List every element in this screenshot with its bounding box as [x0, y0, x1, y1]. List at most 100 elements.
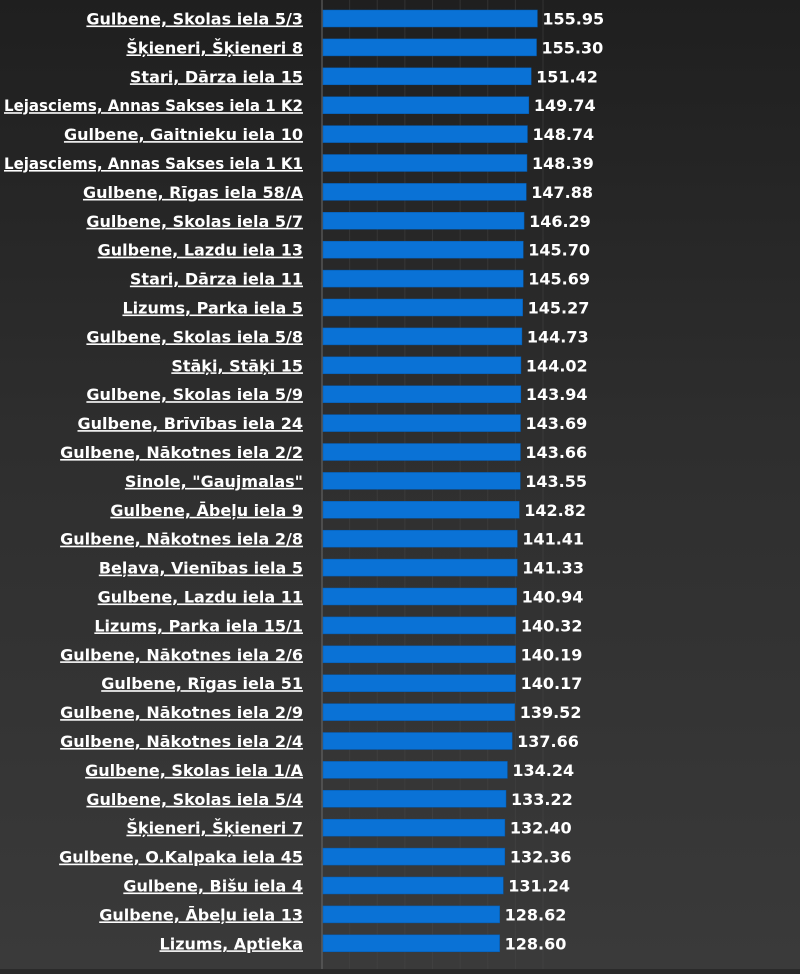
category-label: Stari, Dārza iela 15	[130, 67, 303, 86]
category-label: Lejasciems, Annas Sakses iela 1 K1	[4, 154, 303, 173]
category-label: Lizums, Aptieka	[160, 934, 303, 953]
value-label: 148.74	[532, 125, 594, 144]
bar	[322, 212, 525, 230]
category-label: Lizums, Parka iela 15/1	[94, 616, 303, 635]
category-label: Gulbene, Ābeļu iela 13	[99, 904, 303, 924]
bar	[322, 298, 523, 317]
value-label: 144.73	[527, 327, 589, 346]
category-label: Gulbene, Skolas iela 5/8	[86, 327, 303, 346]
value-label: 132.40	[510, 819, 572, 838]
value-label: 131.24	[508, 877, 570, 896]
bar	[322, 703, 515, 721]
bar	[322, 876, 504, 895]
bar	[322, 9, 538, 28]
bar	[322, 674, 516, 692]
value-label: 145.70	[528, 241, 590, 260]
bar	[322, 616, 517, 635]
bar	[322, 154, 528, 172]
category-label: Stari, Dārza iela 11	[130, 270, 303, 289]
bar	[322, 501, 520, 519]
category-label: Gulbene, Skolas iela 5/4	[86, 790, 303, 809]
category-label: Beļava, Vienības iela 5	[99, 559, 303, 578]
bar	[322, 38, 537, 57]
value-label: 134.24	[512, 761, 574, 780]
bar	[322, 587, 517, 606]
category-label: Gulbene, Nākotnes iela 2/2	[60, 443, 303, 462]
bar	[322, 732, 513, 750]
value-label: 143.55	[525, 472, 587, 491]
category-label: Lizums, Parka iela 5	[122, 299, 303, 318]
value-label: 155.30	[542, 38, 604, 57]
value-label: 140.32	[521, 616, 583, 635]
category-label: Gulbene, Nākotnes iela 2/4	[60, 732, 303, 751]
category-label: Gulbene, Skolas iela 1/A	[85, 761, 303, 780]
value-label: 149.74	[534, 96, 596, 115]
bar	[322, 385, 522, 403]
category-label: Šķieneri, Šķieneri 8	[126, 38, 303, 57]
value-label: 142.82	[524, 501, 586, 520]
bar	[322, 240, 524, 259]
bar	[322, 414, 521, 432]
value-label: 141.41	[522, 530, 584, 549]
value-label: 140.19	[521, 645, 583, 664]
category-label: Šķieneri, Šķieneri 7	[126, 819, 303, 838]
value-label: 144.02	[526, 356, 588, 375]
value-labels: 155.95 155.30 151.42 149.74 148.74 148.39 147.…	[505, 10, 605, 954]
bar	[322, 847, 506, 866]
bar	[322, 645, 516, 664]
value-label: 128.62	[505, 905, 567, 924]
bar	[322, 529, 518, 548]
category-label: Gulbene, Skolas iela 5/3	[86, 10, 303, 29]
bar	[322, 818, 506, 837]
value-label: 140.17	[521, 674, 583, 693]
bar	[322, 472, 521, 490]
category-label: Gulbene, Ābeļu iela 9	[110, 500, 303, 520]
value-label: 143.69	[525, 414, 587, 433]
category-label: Gulbene, Nākotnes iela 2/8	[60, 530, 303, 549]
category-label: Gulbene, Lazdu iela 11	[98, 588, 303, 607]
bar	[322, 183, 527, 201]
bar	[322, 356, 522, 375]
category-label: Gulbene, Lazdu iela 13	[98, 241, 303, 260]
value-label: 145.27	[528, 299, 590, 318]
category-label: Lejasciems, Annas Sakses iela 1 K2	[4, 96, 303, 115]
value-label: 155.95	[542, 10, 604, 29]
bar	[322, 443, 521, 461]
value-label: 148.39	[532, 154, 594, 173]
bar	[322, 790, 507, 808]
category-labels: Gulbene, Skolas iela 5/3 Šķieneri, Šķiene…	[4, 10, 304, 954]
category-label: Gulbene, Rīgas iela 58/A	[83, 183, 304, 202]
category-label: Stāķi, Stāķi 15	[171, 356, 303, 375]
category-label: Gulbene, Skolas iela 5/9	[86, 385, 303, 404]
value-label: 143.94	[526, 385, 588, 404]
category-label: Gulbene, O.Kalpaka iela 45	[59, 848, 303, 867]
value-label: 143.66	[525, 443, 587, 462]
bar	[322, 761, 508, 779]
bar	[322, 269, 524, 288]
bar	[322, 934, 500, 953]
category-label: Sinole, "Gaujmalas"	[125, 472, 303, 491]
value-label: 132.36	[510, 848, 572, 867]
bar	[322, 327, 523, 346]
value-label: 133.22	[511, 790, 573, 809]
value-label: 137.66	[517, 732, 579, 751]
value-label: 146.29	[529, 212, 591, 231]
category-label: Gulbene, Nākotnes iela 2/9	[60, 703, 303, 722]
bar	[322, 125, 528, 143]
category-label: Gulbene, Gaitnieku iela 10	[64, 125, 303, 144]
category-label: Gulbene, Rīgas iela 51	[101, 674, 303, 693]
bar	[322, 558, 518, 577]
category-label: Gulbene, Nākotnes iela 2/6	[60, 645, 303, 664]
category-label: Gulbene, Bišu iela 4	[123, 877, 303, 896]
bar	[322, 905, 500, 924]
bar	[322, 67, 532, 86]
value-label: 147.88	[531, 183, 593, 202]
category-label: Gulbene, Brīvības iela 24	[78, 414, 303, 433]
value-label: 141.33	[522, 559, 584, 578]
bars	[322, 9, 538, 953]
value-label: 145.69	[528, 270, 590, 289]
value-label: 151.42	[536, 67, 598, 86]
value-label: 128.60	[505, 934, 567, 953]
